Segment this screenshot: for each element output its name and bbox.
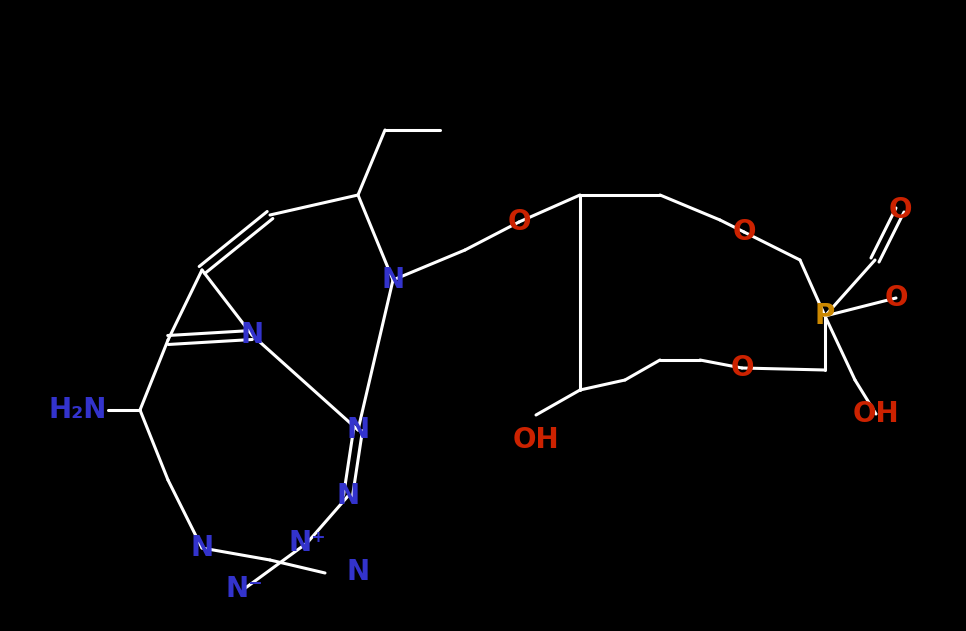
Text: O: O: [884, 284, 908, 312]
Text: O: O: [889, 196, 912, 224]
Text: O: O: [732, 218, 755, 246]
Text: N⁺: N⁺: [288, 529, 326, 557]
Text: O: O: [730, 354, 753, 382]
Text: N: N: [190, 534, 213, 562]
Text: P: P: [815, 302, 836, 330]
Text: N: N: [347, 416, 370, 444]
Text: OH: OH: [513, 426, 559, 454]
Text: H₂N: H₂N: [49, 396, 107, 424]
Text: OH: OH: [853, 400, 899, 428]
Text: N: N: [382, 266, 405, 294]
Text: N: N: [336, 482, 359, 510]
Text: N: N: [241, 321, 264, 349]
Text: N: N: [347, 558, 370, 586]
Text: N⁻: N⁻: [225, 575, 263, 603]
Text: O: O: [507, 208, 530, 236]
